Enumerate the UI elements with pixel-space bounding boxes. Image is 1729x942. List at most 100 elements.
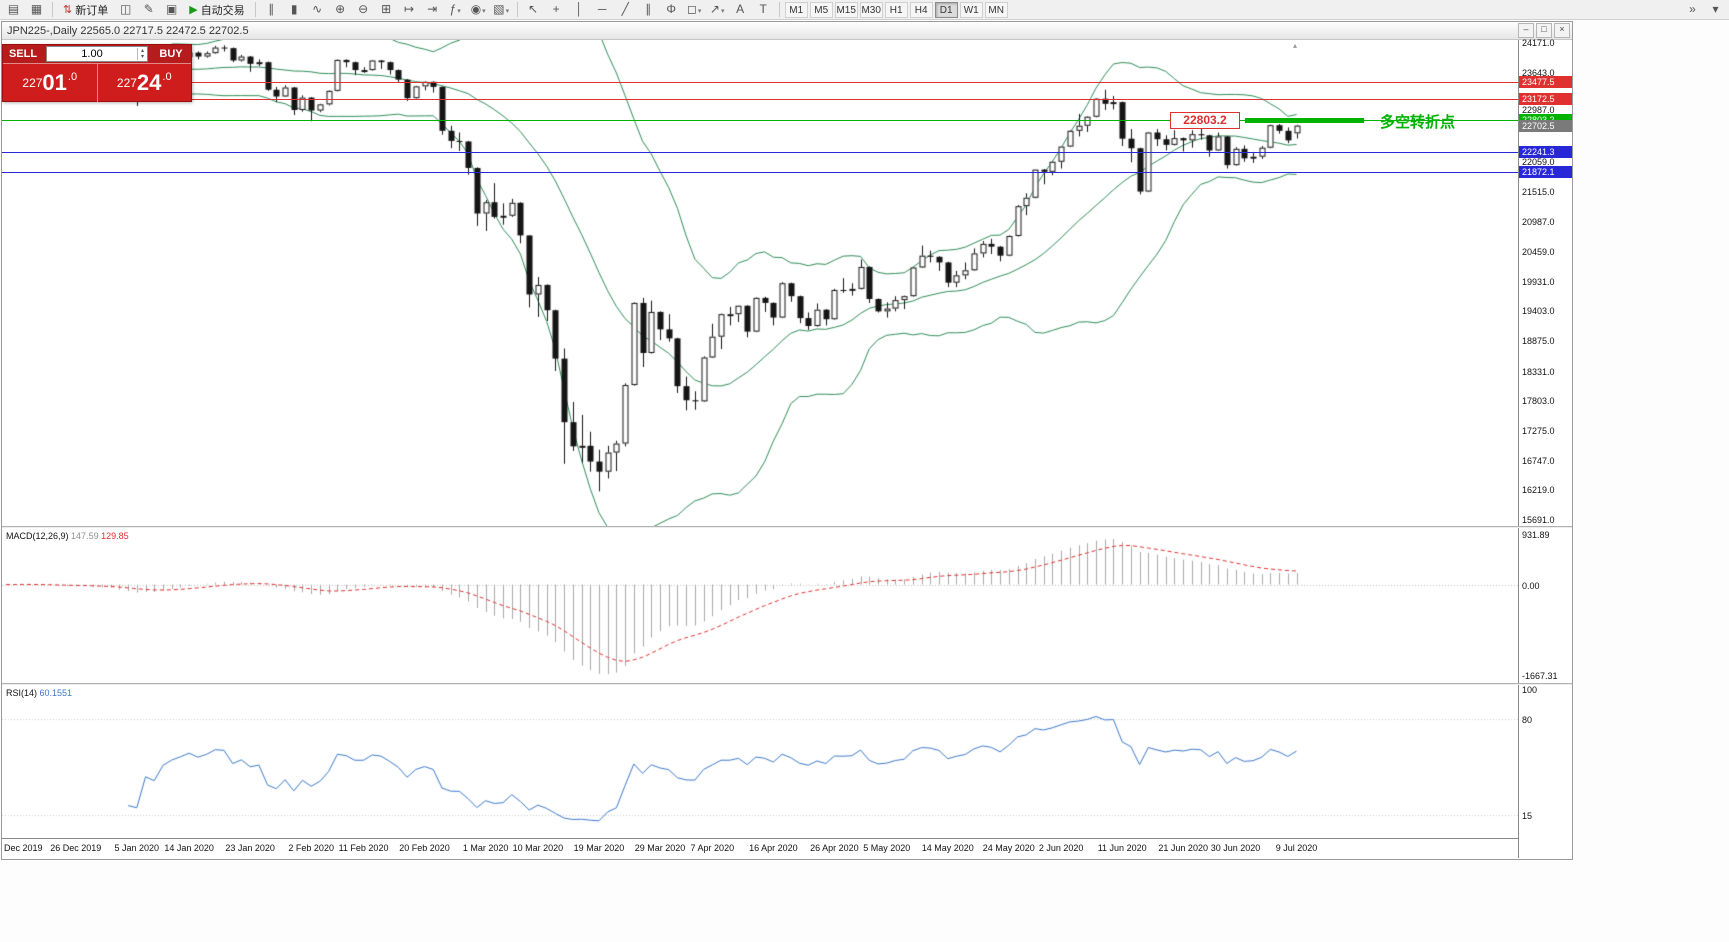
time-axis-label: 2 Jun 2020 [1038, 843, 1084, 853]
time-axis-label: 29 Mar 2020 [634, 843, 686, 853]
tile-windows-icon[interactable]: ⊞ [381, 2, 392, 16]
volume-input[interactable] [47, 48, 137, 60]
price-axis-tick: 23643.0 [1522, 67, 1555, 78]
timeframe-m15-button[interactable]: M15 [834, 1, 858, 18]
timeframe-h4-button[interactable]: H4 [909, 1, 933, 18]
periods-icon[interactable]: ◉▾ [470, 2, 486, 16]
price-level-line[interactable] [2, 82, 1518, 83]
line-chart-icon[interactable]: ∿ [312, 2, 323, 16]
bid-price[interactable]: 227 01.0 [22, 70, 78, 95]
time-axis-label: 26 Dec 2019 [50, 843, 102, 853]
price-axis-tick: 19931.0 [1522, 276, 1555, 287]
bar-chart-icon[interactable]: ∥ [268, 2, 275, 16]
chart-shift-icon[interactable]: ⇥ [427, 2, 438, 16]
cursor-icon[interactable]: ↖ [528, 2, 539, 16]
annotation-text[interactable]: 多空转折点 [1380, 113, 1456, 131]
price-level-line[interactable] [2, 120, 1518, 121]
trendline-icon[interactable]: ╱ [621, 2, 629, 16]
toolbar-separator [254, 2, 256, 17]
zoom-out-icon[interactable]: ⊖ [358, 2, 369, 16]
price-axis-badge: 23172.5 [1519, 93, 1572, 106]
equidistant-channel-icon[interactable]: ∥ [645, 2, 652, 16]
chart-shift-marker: ▴ [1293, 41, 1298, 50]
timeframe-mn-button[interactable]: MN [984, 1, 1008, 18]
rsi-axis-tick: 80 [1522, 714, 1533, 725]
crosshair-icon[interactable]: + [552, 2, 560, 16]
indicators-icon-caret[interactable]: ▾ [457, 8, 461, 15]
price-axis-badge: 22241.3 [1519, 145, 1572, 158]
rsi-axis-tick: 100 [1522, 685, 1538, 695]
macd-pane-canvas[interactable] [2, 528, 1518, 683]
timeframe-h1-button[interactable]: H1 [884, 1, 908, 18]
rsi-pane-canvas[interactable] [2, 685, 1518, 838]
price-level-line[interactable] [2, 152, 1518, 153]
timeframe-m30-button[interactable]: M30 [859, 1, 883, 18]
timeframe-d1-button[interactable]: D1 [934, 1, 958, 18]
toolbar-separator [52, 2, 53, 17]
horizontal-line-icon[interactable]: ─ [597, 2, 607, 16]
timeframe-w1-button[interactable]: W1 [959, 1, 983, 18]
toolbar-separator [516, 2, 518, 17]
price-level-line[interactable] [2, 99, 1518, 100]
indicators-icon[interactable]: ƒ▾ [449, 2, 461, 16]
profiles-icon[interactable]: ▦ [30, 2, 43, 16]
shapes-icon-caret[interactable]: ▾ [697, 8, 702, 15]
text-icon[interactable]: A [736, 2, 745, 16]
templates-icon[interactable]: ▧▾ [493, 2, 510, 16]
window-close-button[interactable]: × [1554, 23, 1570, 38]
new-chart-icon[interactable]: ▤ [7, 2, 20, 16]
time-axis-label: 14 May 2020 [921, 843, 974, 853]
time-axis-label: 16 Apr 2020 [749, 843, 798, 853]
time-axis-label: 2 Feb 2020 [288, 843, 334, 853]
pane-splitter[interactable] [2, 683, 1572, 685]
price-level-line[interactable] [2, 172, 1518, 173]
sell-button[interactable]: SELL [8, 48, 38, 60]
time-axis-label: 23 Jan 2020 [225, 843, 275, 853]
autotrading-button-label: 自动交易 [200, 4, 245, 17]
arrows-icon-caret[interactable]: ▾ [720, 8, 725, 15]
timeframe-m1-button[interactable]: M1 [784, 1, 808, 18]
volume-spinner: ▴ ▾ [137, 48, 147, 60]
window-minimize-button[interactable]: – [1518, 23, 1534, 38]
macd-name: MACD(12,26,9) [6, 531, 69, 541]
shapes-icon[interactable]: ◻▾ [686, 2, 702, 16]
buy-button[interactable]: BUY [159, 48, 183, 60]
volume-up-arrow[interactable]: ▴ [140, 48, 144, 54]
fibonacci-icon[interactable]: Φ [666, 2, 676, 16]
resistance-segment[interactable] [1245, 117, 1364, 123]
macd-main-value: 147.59 [71, 531, 99, 541]
arrows-icon[interactable]: ↗▾ [709, 2, 725, 16]
price-axis-tick: 16219.0 [1522, 485, 1555, 496]
volume-down-arrow[interactable]: ▾ [140, 54, 144, 60]
market-watch-icon[interactable]: ◫ [120, 2, 132, 16]
vertical-line-icon[interactable]: │ [575, 2, 583, 16]
text-label-icon[interactable]: T [759, 2, 767, 16]
time-axis-label: 26 Apr 2020 [810, 843, 859, 853]
toolbar-overflow-icon[interactable]: » [1689, 2, 1696, 16]
toolbar-options-icon[interactable]: ▾ [1712, 2, 1719, 16]
terminal-icon[interactable]: ▣ [166, 2, 178, 16]
pane-splitter[interactable] [2, 526, 1572, 528]
new-order-button[interactable]: ⇅ 新订单 [58, 1, 113, 18]
price-axis-badge: 23477.5 [1519, 76, 1572, 88]
metaeditor-icon[interactable]: ✎ [143, 2, 154, 16]
auto-scroll-icon[interactable]: ↦ [404, 2, 415, 16]
chart-window-titlebar[interactable]: JPN225-,Daily 22565.0 22717.5 22472.5 22… [2, 22, 1572, 40]
periods-icon-caret[interactable]: ▾ [482, 8, 486, 15]
price-chart-canvas[interactable] [2, 40, 1518, 526]
window-maximize-button[interactable]: □ [1536, 23, 1552, 38]
price-level-label[interactable]: 22803.2 [1170, 111, 1240, 129]
macd-axis-tick: -1667.31 [1522, 671, 1558, 682]
candlestick-chart-icon[interactable]: ▮ [290, 2, 298, 16]
zoom-in-icon[interactable]: ⊕ [335, 2, 346, 16]
ask-price[interactable]: 227 24.0 [96, 64, 192, 102]
price-axis-tick: 21515.0 [1522, 187, 1555, 198]
price-axis-tick: 18331.0 [1522, 366, 1555, 377]
time-axis-label: 5 Jan 2020 [114, 843, 160, 853]
toolbar-separator [778, 2, 780, 17]
templates-icon-caret[interactable]: ▾ [505, 8, 510, 15]
autotrading-button[interactable]: ▶ 自动交易 [184, 1, 249, 18]
time-axis-label: 7 Apr 2020 [690, 843, 735, 853]
timeframe-m5-button[interactable]: M5 [809, 1, 833, 18]
